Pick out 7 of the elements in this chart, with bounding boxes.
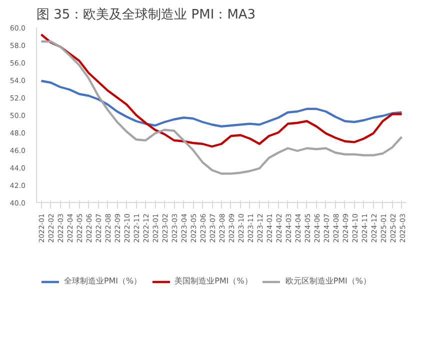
chart-title: 图 35：欧美及全球制造业 PMI：MA3 [36,6,256,22]
legend-label: 欧元区制造业PMI（%） [285,276,372,286]
line-series [40,80,403,128]
legend-label: 美国制造业PMI（%） [174,276,252,286]
line-series [40,40,403,175]
legend-label: 全球制造业PMI（%） [64,276,142,286]
line-series [40,33,403,148]
